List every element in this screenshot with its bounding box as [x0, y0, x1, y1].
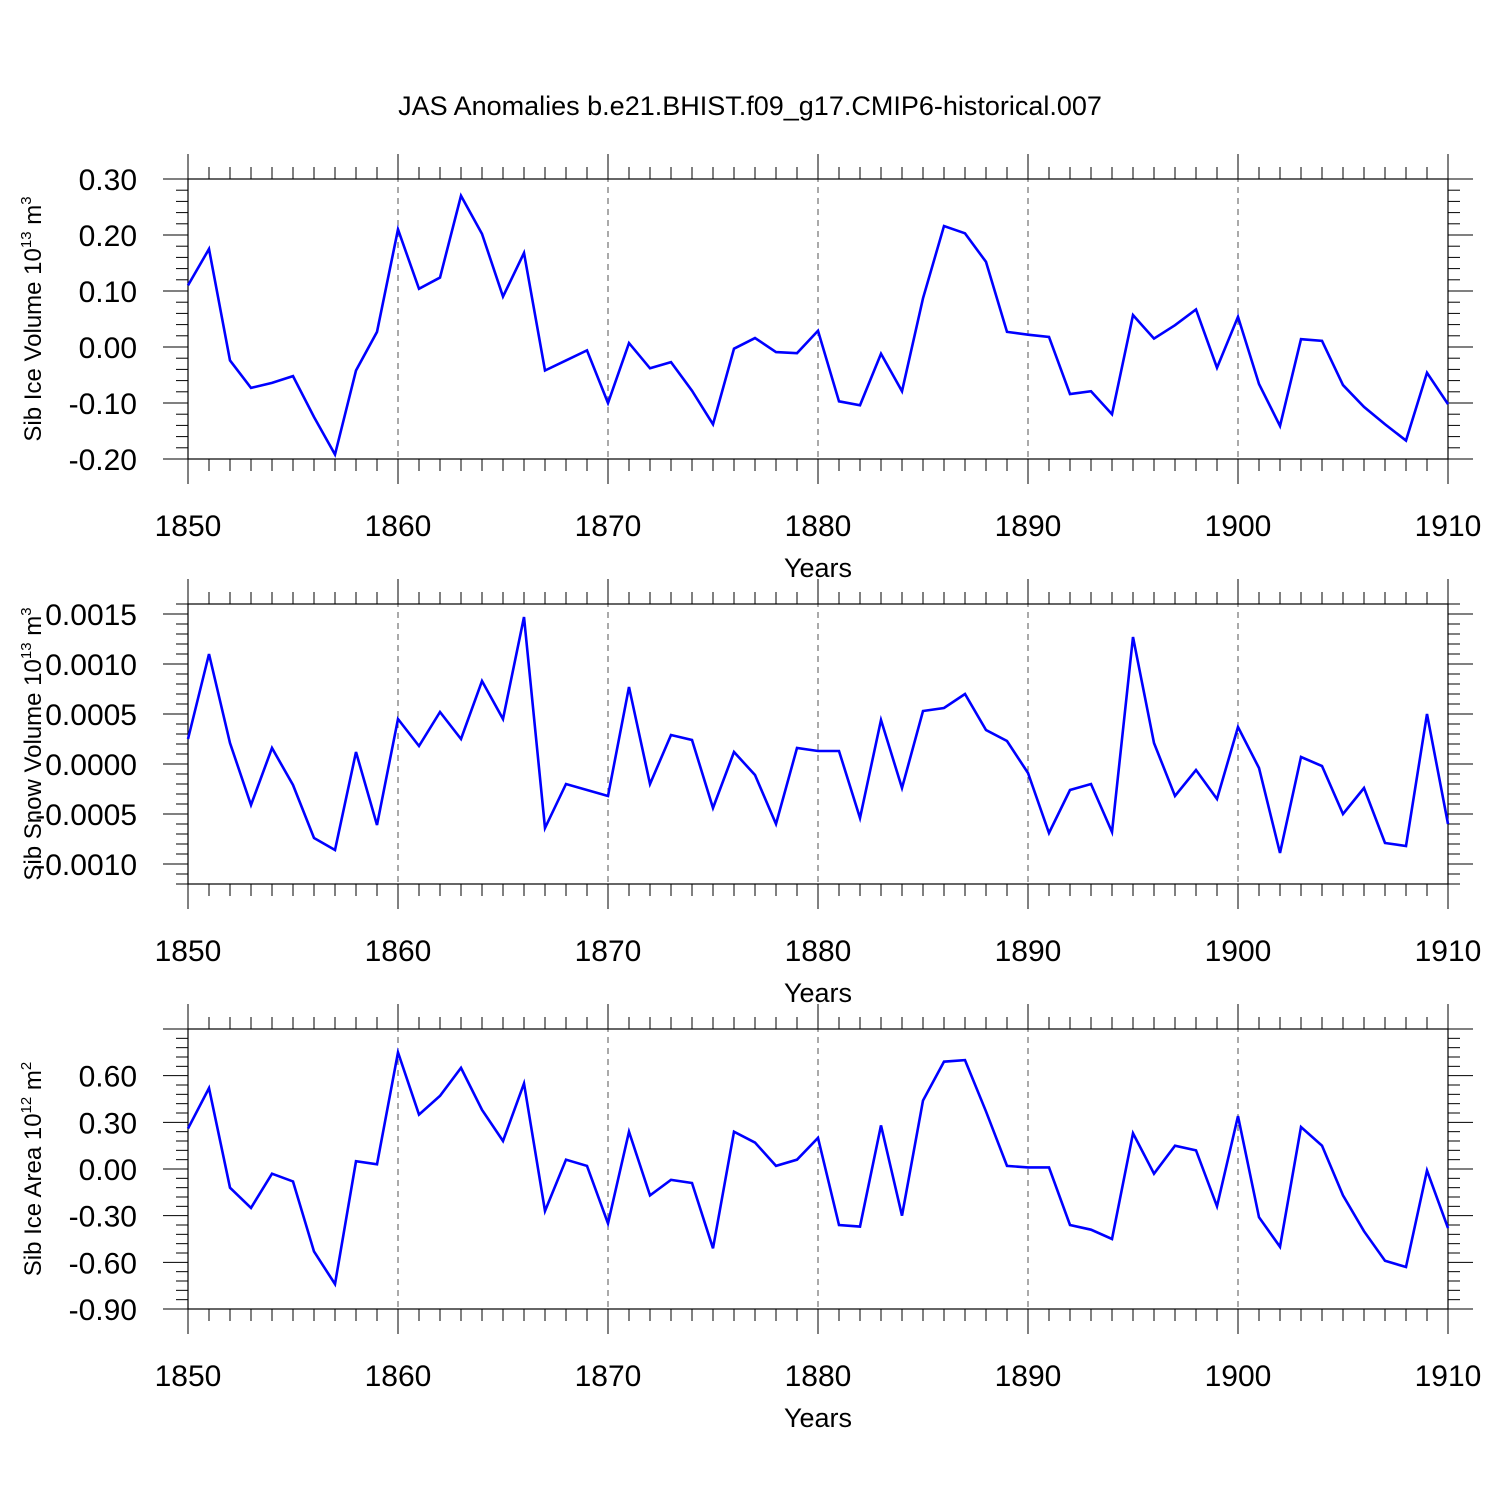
- y-tick-label: -0.0005: [35, 799, 137, 832]
- panels: 0.30 0.20 0.10 0.00 -0.10 -0.20 1850 1860 1870 18…: [18, 154, 1481, 1433]
- y-axis-label-exponent: 13: [18, 642, 35, 659]
- y-tick-label: -0.60: [69, 1247, 137, 1280]
- y-tick-label: 0.0010: [45, 649, 137, 682]
- series-line: [186, 1047, 1450, 1288]
- y-tick-label: 0.30: [79, 164, 137, 197]
- y-axis-label-exponent: 12: [18, 1097, 35, 1114]
- y-tick-label: -0.10: [69, 388, 137, 421]
- x-tick-label: 1910: [1415, 510, 1482, 543]
- x-axis-label: Years: [784, 553, 852, 583]
- x-tick-label: 1860: [365, 1360, 432, 1393]
- y-tick-label: 0.60: [79, 1061, 137, 1094]
- y-axis-label-exponent: 3: [18, 607, 35, 615]
- y-tick-label: 0.0000: [45, 749, 137, 782]
- x-tick-label: 1870: [575, 510, 642, 543]
- x-tick-label: 1850: [155, 935, 222, 968]
- y-axis-label-text: m: [20, 1070, 47, 1097]
- y-tick-label: 0.20: [79, 220, 137, 253]
- x-axis-label: Years: [784, 978, 852, 1008]
- x-tick-label: 1890: [995, 1360, 1062, 1393]
- panel-3: 0.60 0.30 0.00 -0.30 -0.60 -0.90 1850 1860 1870 1…: [18, 1004, 1481, 1433]
- y-axis-label-exponent: 13: [18, 231, 35, 248]
- x-tick-label: 1910: [1415, 935, 1482, 968]
- y-axis-label: Sib Snow Volume 1013 m3: [18, 607, 47, 880]
- x-tick-label: 1880: [785, 935, 852, 968]
- y-tick-label: 0.30: [79, 1107, 137, 1140]
- x-tick-label: 1870: [575, 935, 642, 968]
- x-tick-label: 1900: [1205, 510, 1272, 543]
- y-tick-label: -0.0010: [35, 849, 137, 882]
- y-axis-label-text: m: [20, 205, 47, 232]
- panel-2: 0.0015 0.0010 0.0005 0.0000 -0.0005 -0.0010 18…: [18, 579, 1481, 1008]
- x-tick-label: 1870: [575, 1360, 642, 1393]
- x-tick-label: 1860: [365, 935, 432, 968]
- y-tick-label: 0.00: [79, 1154, 137, 1187]
- y-axis-label-text: m: [20, 616, 47, 643]
- x-tick-label: 1880: [785, 510, 852, 543]
- y-tick-label: -0.30: [69, 1201, 137, 1234]
- y-axis-label-exponent: 3: [18, 196, 35, 204]
- chart-title: JAS Anomalies b.e21.BHIST.f09_g17.CMIP6-…: [398, 91, 1102, 121]
- y-tick-label: 0.10: [79, 276, 137, 309]
- y-tick-label: 0.00: [79, 332, 137, 365]
- x-tick-label: 1880: [785, 1360, 852, 1393]
- y-axis-label: Sib Ice Volume 1013 m3: [18, 196, 47, 441]
- x-tick-label: 1850: [155, 1360, 222, 1393]
- y-axis-label: Sib Ice Area 1012 m2: [18, 1062, 47, 1276]
- x-tick-label: 1860: [365, 510, 432, 543]
- y-axis-label-text: Sib Ice Area 10: [20, 1113, 47, 1276]
- x-tick-label: 1910: [1415, 1360, 1482, 1393]
- y-tick-label: -0.20: [69, 444, 137, 477]
- x-axis-label: Years: [784, 1403, 852, 1433]
- y-tick-label: 0.0005: [45, 699, 137, 732]
- y-axis-label-text: Sib Snow Volume 10: [20, 659, 47, 880]
- x-tick-label: 1890: [995, 935, 1062, 968]
- panel-1: 0.30 0.20 0.10 0.00 -0.10 -0.20 1850 1860 1870 18…: [18, 154, 1481, 583]
- x-tick-label: 1900: [1205, 1360, 1272, 1393]
- y-axis-label-exponent: 2: [18, 1062, 35, 1070]
- x-tick-label: 1890: [995, 510, 1062, 543]
- y-tick-label: 0.0015: [45, 599, 137, 632]
- y-axis-label-text: Sib Ice Volume 10: [20, 248, 47, 441]
- series-line: [186, 616, 1450, 854]
- y-tick-label: -0.90: [69, 1294, 137, 1327]
- x-tick-label: 1850: [155, 510, 222, 543]
- x-tick-label: 1900: [1205, 935, 1272, 968]
- series-line: [186, 192, 1450, 459]
